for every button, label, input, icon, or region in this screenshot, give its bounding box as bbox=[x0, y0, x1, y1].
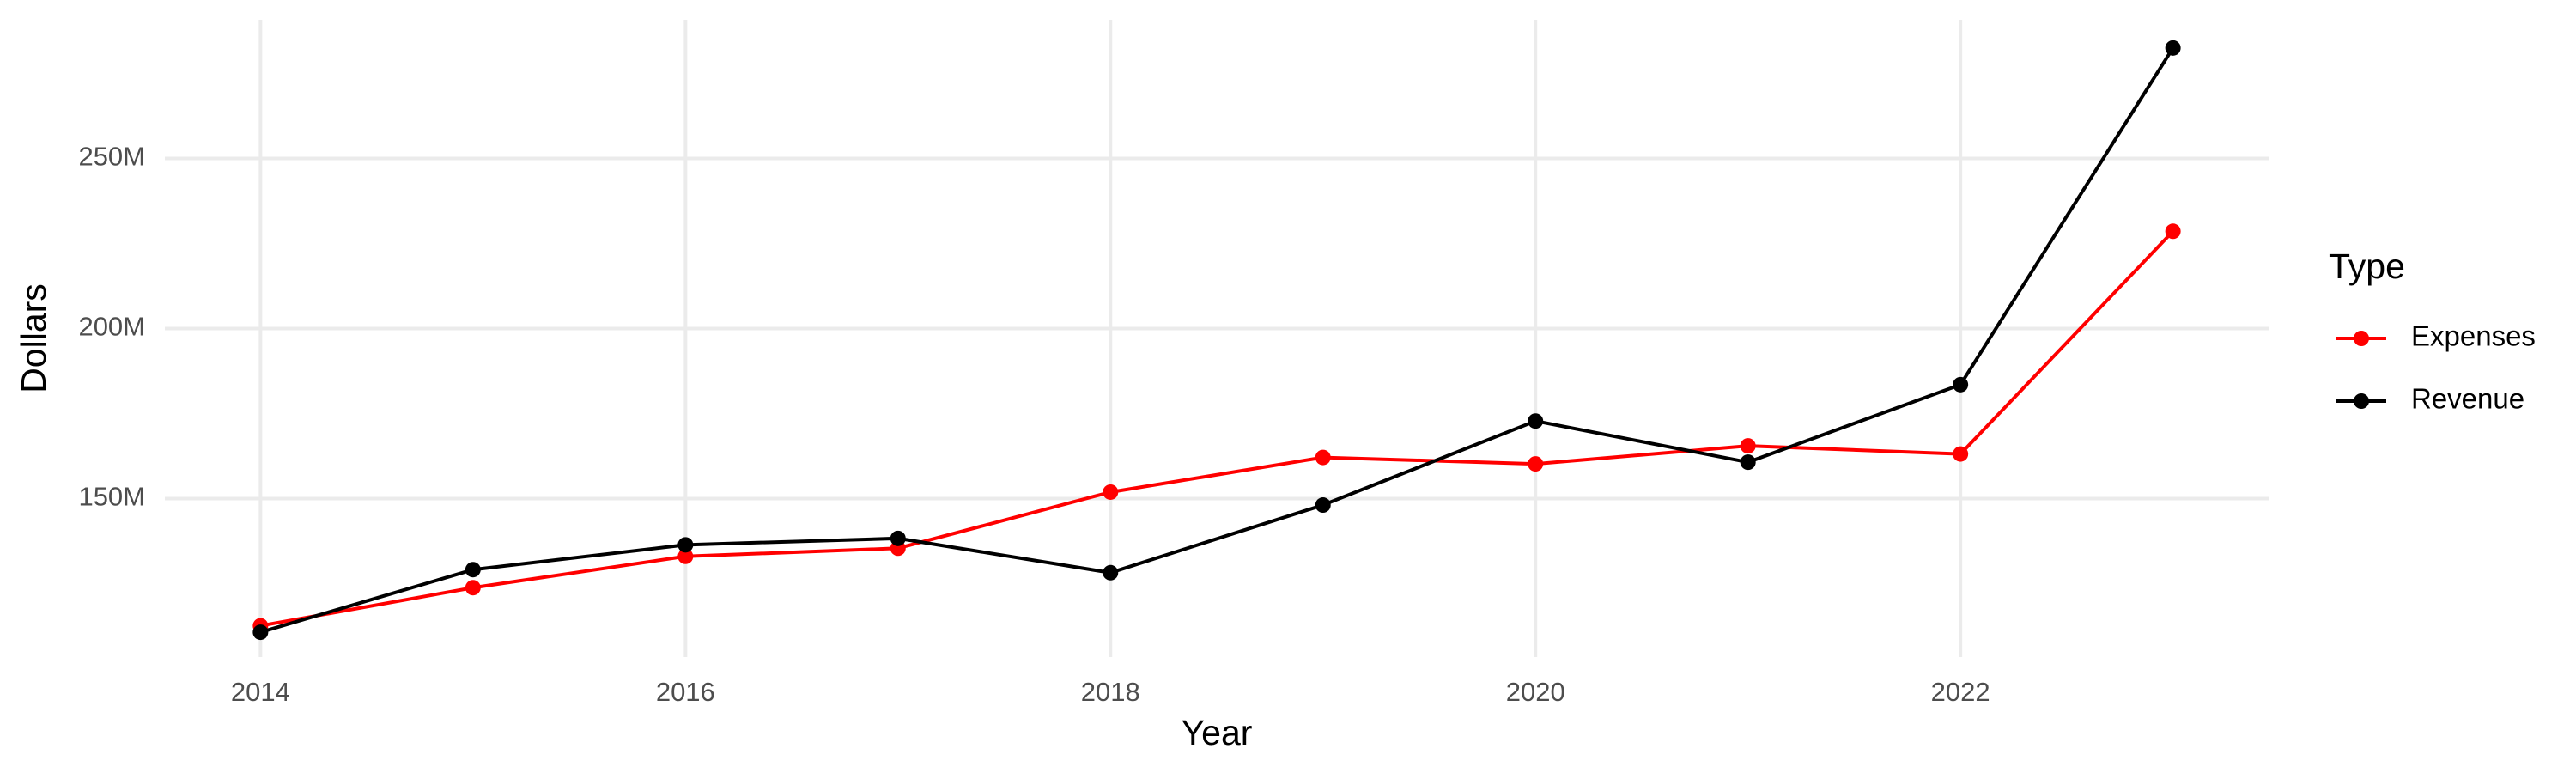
series-line bbox=[259, 46, 2175, 635]
x-axis-title: Year bbox=[1182, 713, 1253, 752]
legend-label: Revenue bbox=[2411, 383, 2524, 415]
y-axis-title: Dollars bbox=[14, 283, 53, 393]
data-point bbox=[252, 624, 269, 641]
legend-label: Expenses bbox=[2411, 320, 2536, 352]
data-point bbox=[1315, 449, 1331, 466]
legend-marker bbox=[2354, 331, 2369, 346]
y-tick-label: 250M bbox=[78, 142, 145, 172]
legend: Expenses Revenue bbox=[2336, 320, 2536, 415]
data-point bbox=[465, 562, 481, 578]
data-point bbox=[1740, 454, 1756, 471]
legend-title: Type bbox=[2329, 247, 2405, 286]
data-point bbox=[677, 537, 694, 553]
x-tick-label: 2016 bbox=[656, 677, 715, 707]
legend-marker bbox=[2354, 393, 2369, 409]
data-point bbox=[890, 530, 906, 546]
data-point bbox=[1953, 446, 1969, 462]
data-point bbox=[1103, 564, 1119, 581]
series-line bbox=[260, 229, 2175, 628]
x-tick-label: 2018 bbox=[1081, 677, 1140, 707]
x-tick-label: 2022 bbox=[1931, 677, 1990, 707]
x-tick-label: 2020 bbox=[1506, 677, 1565, 707]
data-point bbox=[2165, 40, 2181, 56]
data-point bbox=[1103, 484, 1119, 500]
data-point bbox=[1740, 438, 1756, 454]
data-point bbox=[1315, 497, 1331, 514]
y-tick-label: 200M bbox=[78, 312, 145, 342]
y-tick-label: 150M bbox=[78, 482, 145, 512]
data-point bbox=[677, 548, 694, 564]
x-tick-label: 2014 bbox=[231, 677, 290, 707]
data-point bbox=[2165, 223, 2181, 240]
data-point bbox=[1953, 376, 1969, 393]
plot-area bbox=[252, 40, 2181, 641]
data-point bbox=[465, 580, 481, 596]
data-point bbox=[1528, 456, 1544, 472]
grid bbox=[165, 20, 2269, 657]
data-point bbox=[1528, 413, 1544, 429]
